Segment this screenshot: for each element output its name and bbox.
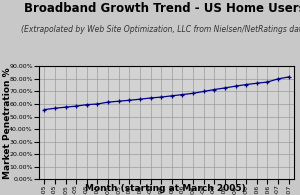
Text: (Extrapolated by Web Site Optimization, LLC from Nielsen/NetRatings data): (Extrapolated by Web Site Optimization, … <box>21 25 300 34</box>
Text: Month (starting at March 2005): Month (starting at March 2005) <box>85 184 245 193</box>
Text: Market Penetration %: Market Penetration % <box>3 67 12 179</box>
Text: Broadband Growth Trend - US Home Users: Broadband Growth Trend - US Home Users <box>24 2 300 15</box>
